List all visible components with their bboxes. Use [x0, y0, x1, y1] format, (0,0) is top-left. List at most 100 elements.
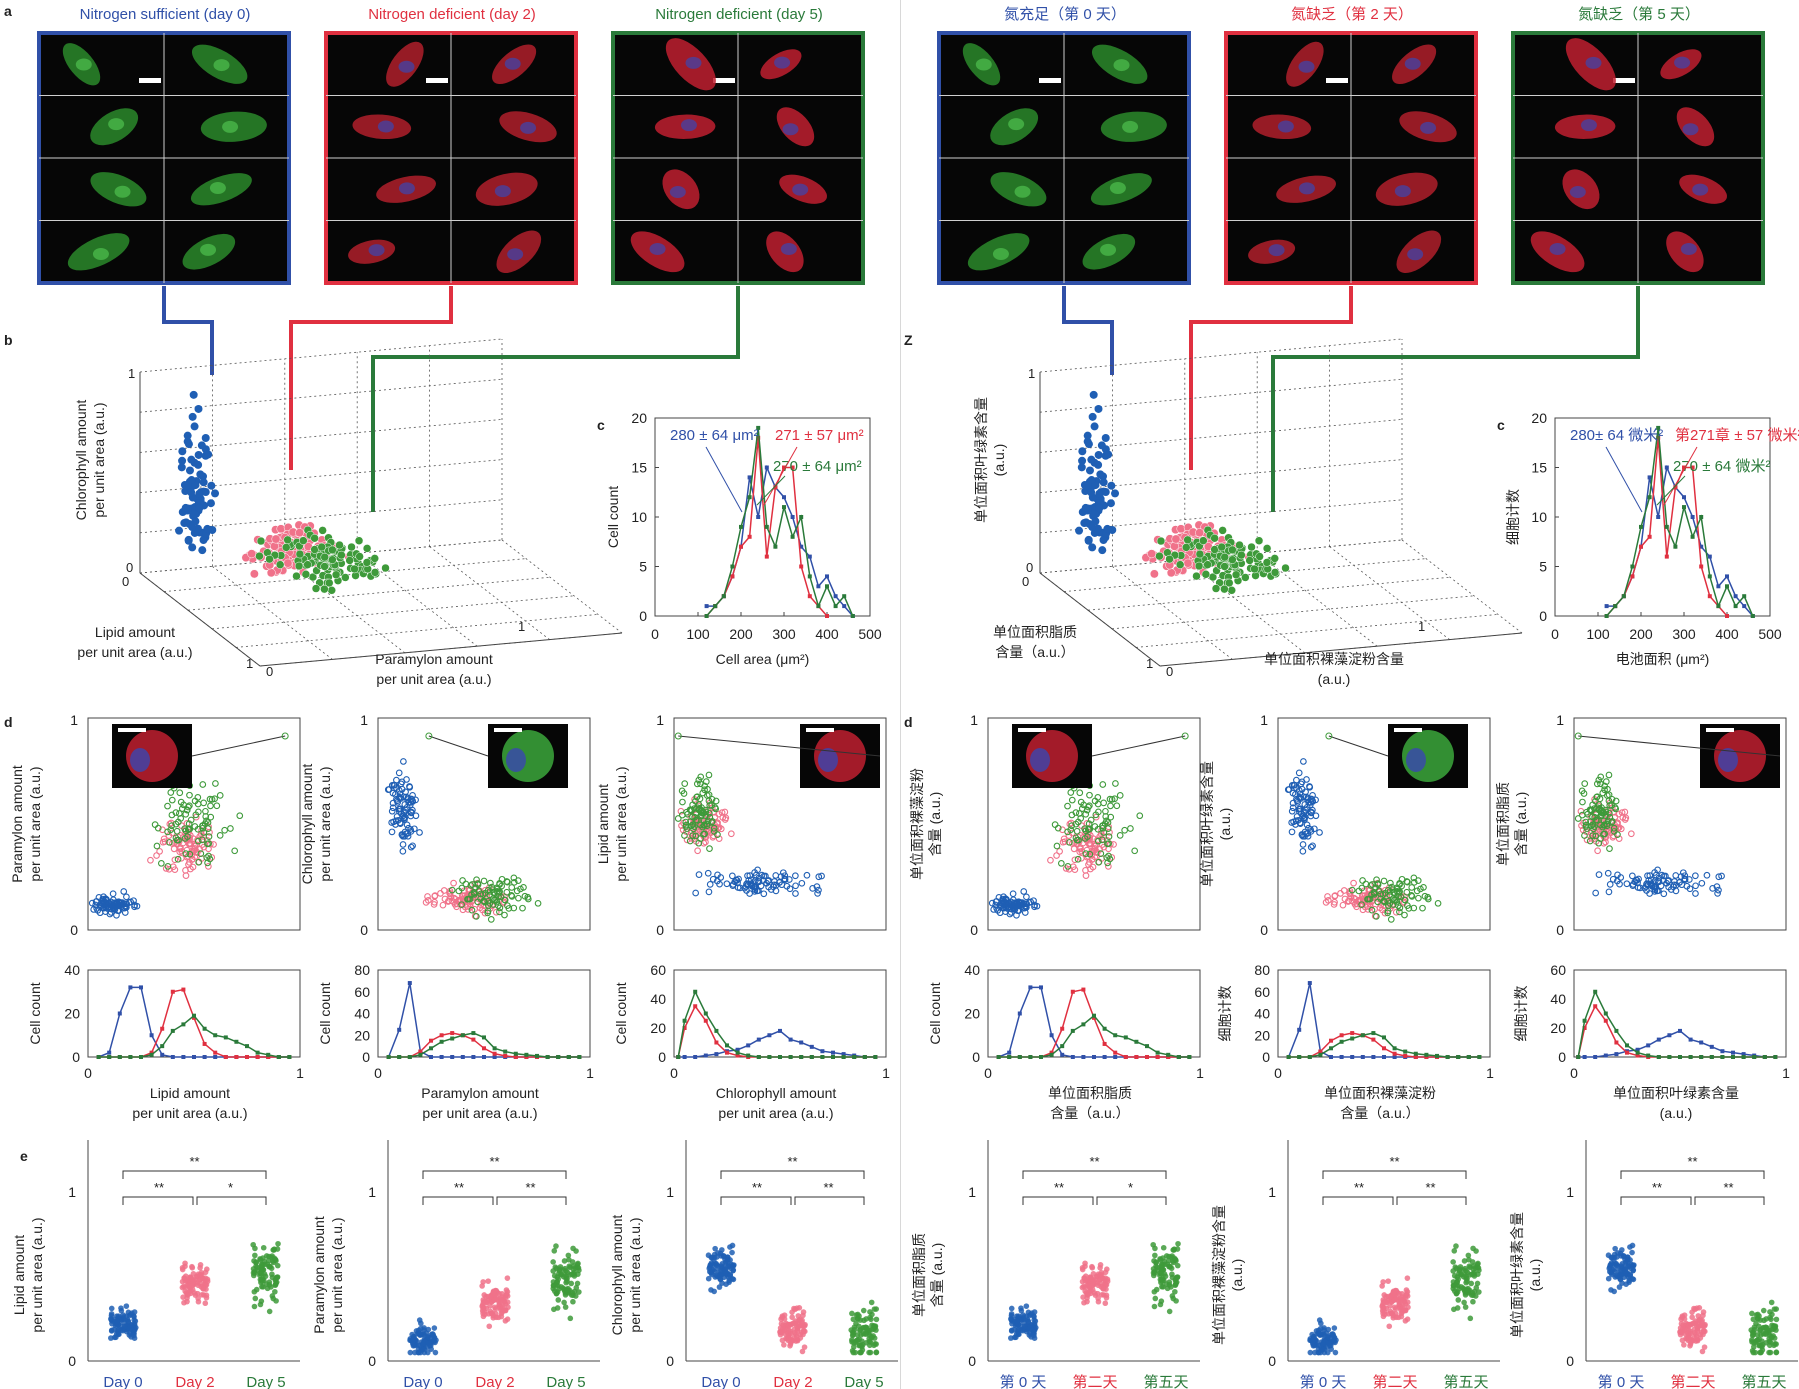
- hist-line-1: [998, 988, 1190, 1058]
- scatter-point: [1051, 821, 1059, 828]
- series-point: [1664, 554, 1669, 559]
- scatter-point: [1610, 824, 1618, 832]
- hist-point: [1371, 1031, 1376, 1036]
- point-3d-day5: [275, 560, 285, 569]
- hist-point: [714, 1040, 719, 1045]
- hist-point: [1403, 1049, 1408, 1054]
- scale-bar: [1613, 78, 1635, 83]
- y-tick-label: 0: [1558, 1049, 1566, 1065]
- point-3d-day5: [301, 570, 311, 579]
- strip-point: [487, 1303, 493, 1309]
- point-3d-day0: [201, 433, 210, 442]
- hist-point: [450, 1036, 455, 1041]
- scatter-point: [1020, 888, 1028, 895]
- scatter-point: [399, 841, 407, 848]
- e-day-label: 第五天: [1741, 1373, 1786, 1389]
- tick-lipid-0: 0: [122, 574, 129, 589]
- scatter-point: [1105, 840, 1113, 847]
- strip-point: [1464, 1278, 1470, 1284]
- x-tick-label: 300: [772, 626, 796, 642]
- inset-marker: [1325, 732, 1333, 740]
- scatter-point: [781, 875, 789, 883]
- point-3d-day0: [211, 489, 220, 498]
- cell-nucleus: [520, 121, 537, 134]
- strip-point: [504, 1293, 511, 1299]
- strip-point: [1453, 1265, 1460, 1272]
- chart-e-1: 10单位面积裸藻淀粉含量 (a.u.)第 0 天第二天 第五天** ****: [1211, 1140, 1500, 1389]
- scatter-point: [1386, 900, 1394, 907]
- scatter-point: [995, 893, 1003, 901]
- scatter-point: [1610, 808, 1618, 816]
- strip-point: [555, 1297, 562, 1303]
- strip-point: [1627, 1244, 1633, 1250]
- hist-point: [1382, 1035, 1386, 1040]
- chart-e-2: 10单位面积叶绿素含量 (a.u.)第 0 天第二天 第五天** ****: [1509, 1140, 1798, 1389]
- scatter-point: [1623, 880, 1631, 888]
- scatter-point: [1647, 876, 1655, 884]
- strip-point: [1392, 1304, 1398, 1311]
- hist-point: [1603, 1011, 1608, 1016]
- strip-point: [1025, 1309, 1032, 1316]
- hist-point: [223, 1035, 228, 1040]
- series-point: [1699, 544, 1704, 549]
- scatter-point: [718, 809, 726, 816]
- hist-point: [778, 1055, 782, 1059]
- strip-point: [432, 1349, 439, 1356]
- strip-point: [108, 1305, 115, 1312]
- scatter-point: [999, 895, 1007, 903]
- inset-marker: [1181, 732, 1189, 740]
- hist-point: [1582, 1026, 1587, 1030]
- point-3d-day5: [1262, 558, 1272, 567]
- hist-point: [524, 1055, 529, 1059]
- scatter-point: [701, 782, 708, 790]
- point-3d-day5: [1262, 544, 1272, 553]
- scatter-point: [153, 842, 161, 850]
- point-3d-day2: [1195, 528, 1205, 538]
- scatter-point: [439, 901, 447, 909]
- cell-nucleus: [1407, 248, 1424, 261]
- hist-point: [577, 1055, 582, 1059]
- hist-point: [725, 1043, 729, 1048]
- strip-point: [180, 1283, 187, 1290]
- hist-point: [778, 1028, 782, 1033]
- e-day-label: 第二天: [1670, 1373, 1715, 1389]
- hist-point: [149, 1052, 154, 1057]
- scatter-point: [1061, 838, 1069, 846]
- strip-point: [781, 1342, 787, 1348]
- cell-nucleus: [1109, 182, 1126, 195]
- scatter-point: [208, 854, 216, 861]
- point-3d-day5: [355, 552, 364, 561]
- scatter-point: [471, 880, 479, 888]
- cell-nucleus: [213, 59, 230, 72]
- point-3d-day0: [197, 441, 206, 450]
- scatter-point: [1089, 855, 1096, 863]
- series-point: [704, 614, 709, 618]
- strip-point: [417, 1331, 424, 1338]
- scatter-point: [1595, 839, 1603, 847]
- scatter-point: [686, 837, 694, 845]
- scatter-point: [185, 825, 193, 833]
- scatter-point: [397, 795, 405, 802]
- strip-point: [1466, 1263, 1473, 1269]
- series-point: [773, 544, 778, 549]
- scatter-point: [451, 900, 459, 908]
- scatter-point: [390, 781, 398, 789]
- strip-point: [1773, 1349, 1780, 1356]
- strip-point: [779, 1314, 785, 1321]
- strip-point: [777, 1329, 783, 1336]
- strip-point: [1473, 1284, 1480, 1291]
- scatter-point: [996, 901, 1004, 909]
- scatter-point: [1073, 836, 1081, 844]
- y-tick-label: 1: [368, 1184, 376, 1200]
- scatter-point: [1099, 781, 1107, 788]
- point-3d-day5: [318, 526, 327, 535]
- y-tick-label: 0: [972, 1049, 980, 1065]
- strip-point: [868, 1334, 875, 1340]
- scatter-point: [388, 807, 396, 815]
- strip-point: [1173, 1298, 1179, 1304]
- scale-bar: [1706, 728, 1734, 732]
- scatter-point: [1299, 841, 1307, 848]
